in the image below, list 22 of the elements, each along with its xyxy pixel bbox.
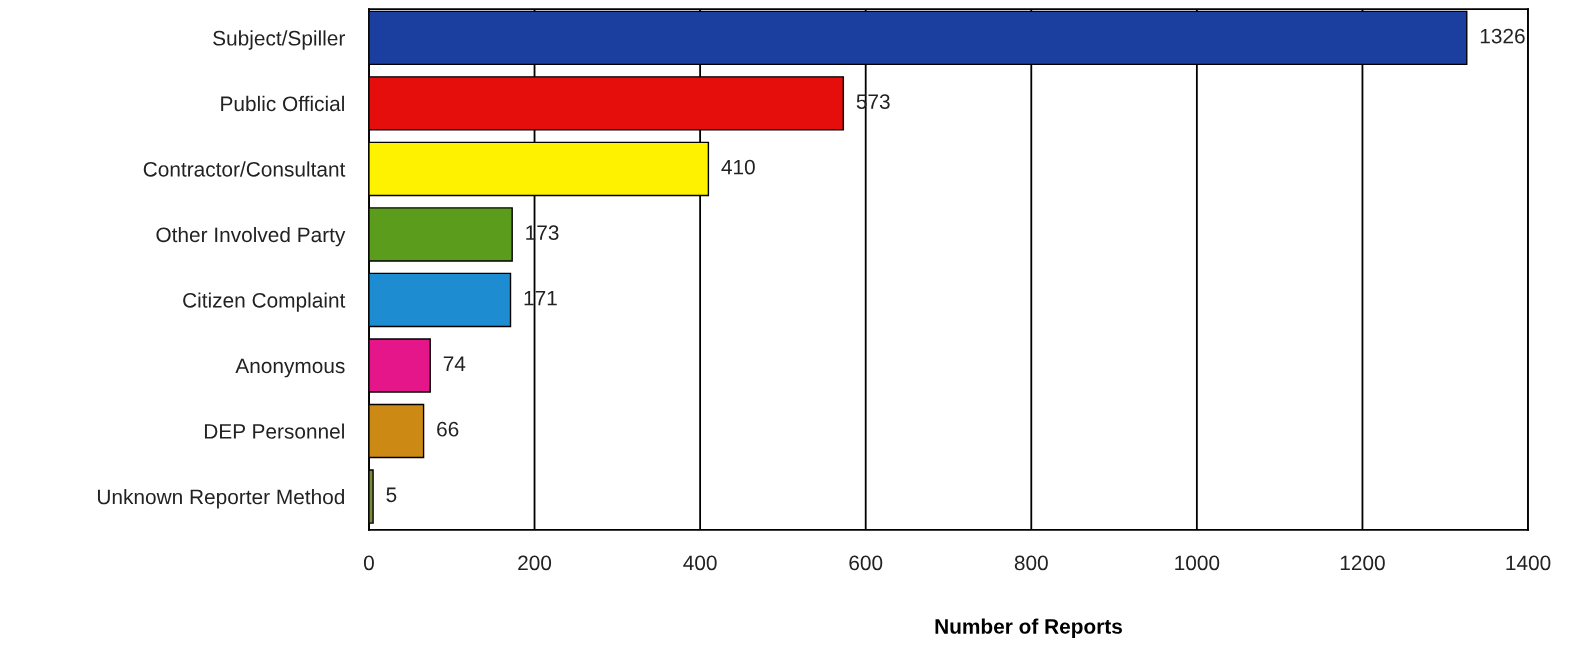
y-tick-label: Public Official (221, 95, 344, 112)
x-tick-label: 1000 (1175, 555, 1220, 571)
y-tick-label: Citizen Complaint (183, 292, 346, 312)
data-label: 5 (386, 487, 397, 503)
y-tick-label: Unknown Reporter Method (97, 489, 345, 509)
data-label: 66 (437, 421, 459, 437)
x-tick-label: 200 (518, 555, 552, 571)
data-label: 1326 (1480, 28, 1525, 44)
y-tick-label: Anonymous (235, 358, 345, 378)
x-tick-label: 400 (683, 555, 717, 571)
x-tick-label: 1200 (1340, 555, 1385, 571)
y-tick-label: Contractor/Consultant (143, 161, 346, 177)
x-tick-label: 1400 (1506, 555, 1551, 571)
x-axis-title: Number of Reports (935, 618, 1122, 638)
x-tick-label: 800 (1014, 555, 1048, 571)
data-label: 74 (443, 356, 466, 371)
y-tick-label: Subject/Spiller (213, 30, 345, 50)
data-label: 410 (721, 159, 755, 175)
x-tick-label: 0 (363, 555, 374, 571)
y-tick-label: DEP Personnel (204, 423, 344, 439)
y-tick-label: Other Involved Party (156, 226, 346, 247)
x-tick-label: 600 (849, 555, 883, 571)
